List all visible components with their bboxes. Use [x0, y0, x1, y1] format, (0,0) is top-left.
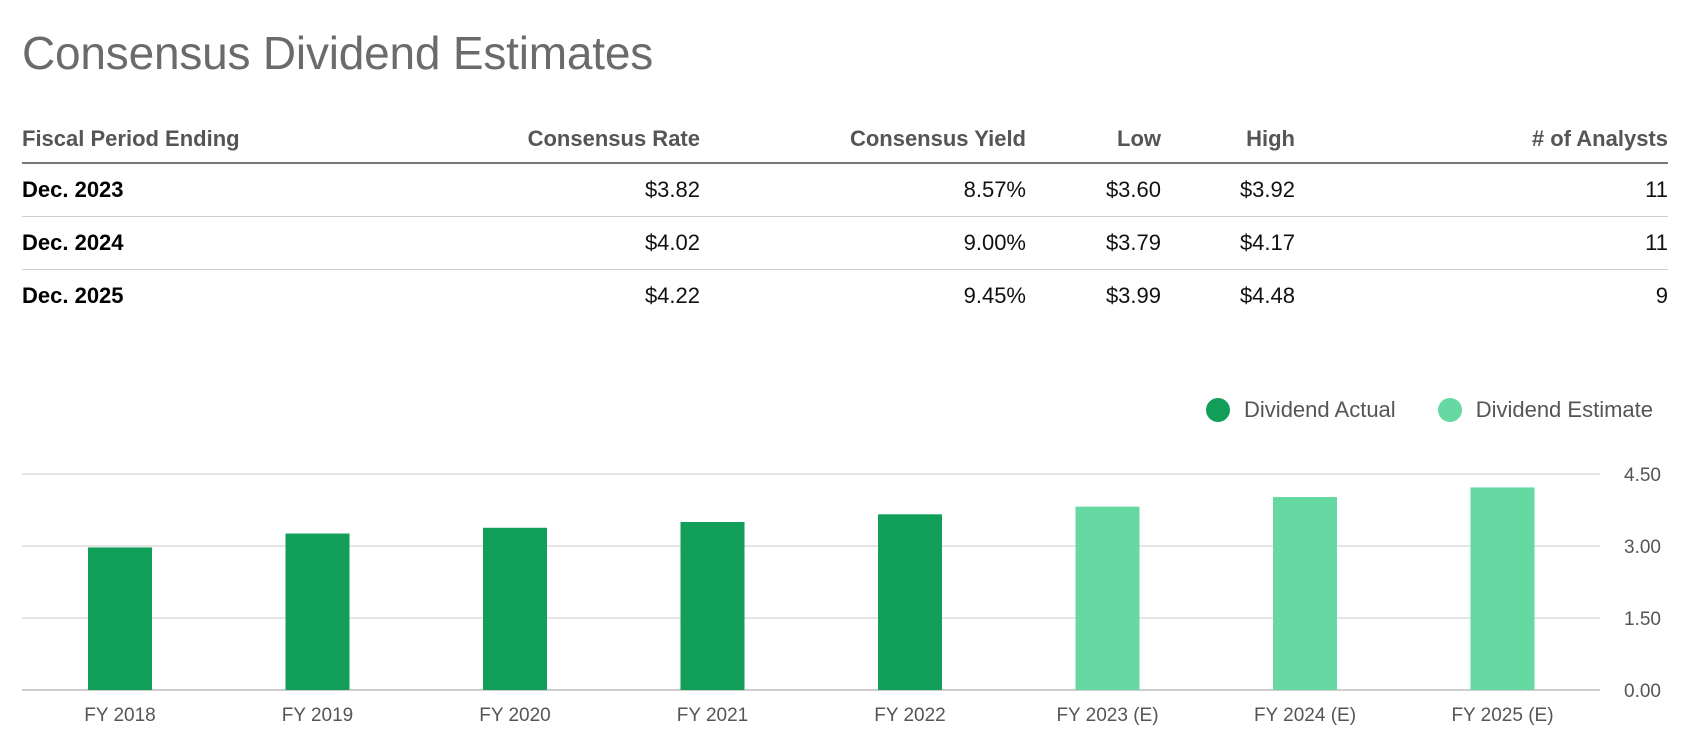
cell-analysts: 9 — [1655, 283, 1668, 308]
y-tick-label: 1.50 — [1624, 609, 1661, 630]
bar-dividend-actual[interactable] — [285, 533, 350, 690]
cell-consensus-yield: 9.00% — [700, 216, 1026, 270]
header-consensus-rate: Consensus Rate — [352, 118, 700, 164]
cell-consensus-rate: $3.82 — [352, 163, 700, 217]
table-header-row: Fiscal Period Ending Consensus Rate Cons… — [22, 118, 1668, 164]
x-tick-label: FY 2021 — [677, 705, 748, 726]
y-tick-label: 0.00 — [1624, 681, 1661, 702]
bar-dividend-estimate[interactable] — [1075, 506, 1140, 690]
cell-fiscal-period: Dec. 2023 — [22, 163, 352, 217]
cell-high: $3.92 — [1161, 163, 1295, 217]
bar-dividend-estimate[interactable] — [1470, 487, 1535, 690]
cell-high: $4.17 — [1161, 216, 1295, 270]
bar-dividend-estimate[interactable] — [1273, 497, 1337, 690]
chart-legend: Dividend Actual Dividend Estimate — [1164, 397, 1653, 423]
dividend-estimates-table: Fiscal Period Ending Consensus Rate Cons… — [22, 118, 1668, 322]
header-analysts: # of Analysts — [1295, 118, 1668, 164]
page-title: Consensus Dividend Estimates — [22, 27, 654, 79]
bar-dividend-actual[interactable] — [878, 514, 942, 690]
cell-analysts: 11 — [1295, 163, 1668, 217]
bar-dividend-actual[interactable] — [680, 522, 745, 690]
cell-low: $3.60 — [1026, 163, 1161, 217]
legend-label-estimate: Dividend Estimate — [1475, 397, 1653, 422]
cell-consensus-yield: 8.57% — [700, 163, 1026, 217]
legend-label-actual: Dividend Actual — [1244, 397, 1396, 422]
cell-consensus-yield: 9.45% — [963, 283, 1026, 308]
x-tick-label: FY 2020 — [479, 705, 550, 726]
x-tick-label: FY 2025 (E) — [1451, 705, 1553, 726]
cell-consensus-rate: $4.02 — [352, 216, 700, 270]
table-row: Dec. 2025 $4.22 9.45% $3.99 $4.48 9 — [22, 270, 1668, 323]
x-tick-label: FY 2018 — [84, 705, 155, 726]
legend-item-estimate[interactable]: Dividend Estimate — [1437, 397, 1653, 423]
cell-consensus-rate: $4.22 — [644, 283, 700, 308]
cell-high: $4.48 — [1239, 283, 1295, 308]
header-fiscal-period: Fiscal Period Ending — [22, 118, 352, 164]
header-high: High — [1161, 118, 1295, 164]
legend-item-actual[interactable]: Dividend Actual — [1206, 397, 1396, 423]
x-tick-label: FY 2023 (E) — [1056, 705, 1158, 726]
x-tick-label: FY 2019 — [282, 705, 353, 726]
legend-dot-actual-icon — [1206, 398, 1231, 422]
bar-dividend-actual[interactable] — [483, 527, 547, 690]
table-row: Dec. 2024 $4.02 9.00% $3.79 $4.17 11 — [22, 216, 1668, 270]
bar-dividend-actual[interactable] — [88, 547, 152, 690]
table-row: Dec. 2023 $3.82 8.57% $3.60 $3.92 11 — [22, 163, 1668, 217]
cell-analysts: 11 — [1295, 216, 1668, 270]
cell-fiscal-period: Dec. 2024 — [22, 216, 352, 270]
header-consensus-yield: Consensus Yield — [700, 118, 1026, 164]
cell-fiscal-period: Dec. 2025 — [22, 283, 124, 308]
header-low: Low — [1026, 118, 1161, 164]
dividend-bar-chart: 0.00 1.50 3.00 4.50 FY 2018 FY 2019 FY 2020 FY … — [22, 465, 1661, 726]
y-tick-label: 3.00 — [1624, 537, 1661, 558]
legend-dot-estimate-icon — [1437, 398, 1462, 422]
x-tick-label: FY 2024 (E) — [1254, 705, 1356, 726]
cell-low: $3.99 — [1105, 283, 1161, 308]
x-tick-label: FY 2022 — [874, 705, 945, 726]
cell-low: $3.79 — [1026, 216, 1161, 270]
y-tick-label: 4.50 — [1624, 465, 1661, 486]
